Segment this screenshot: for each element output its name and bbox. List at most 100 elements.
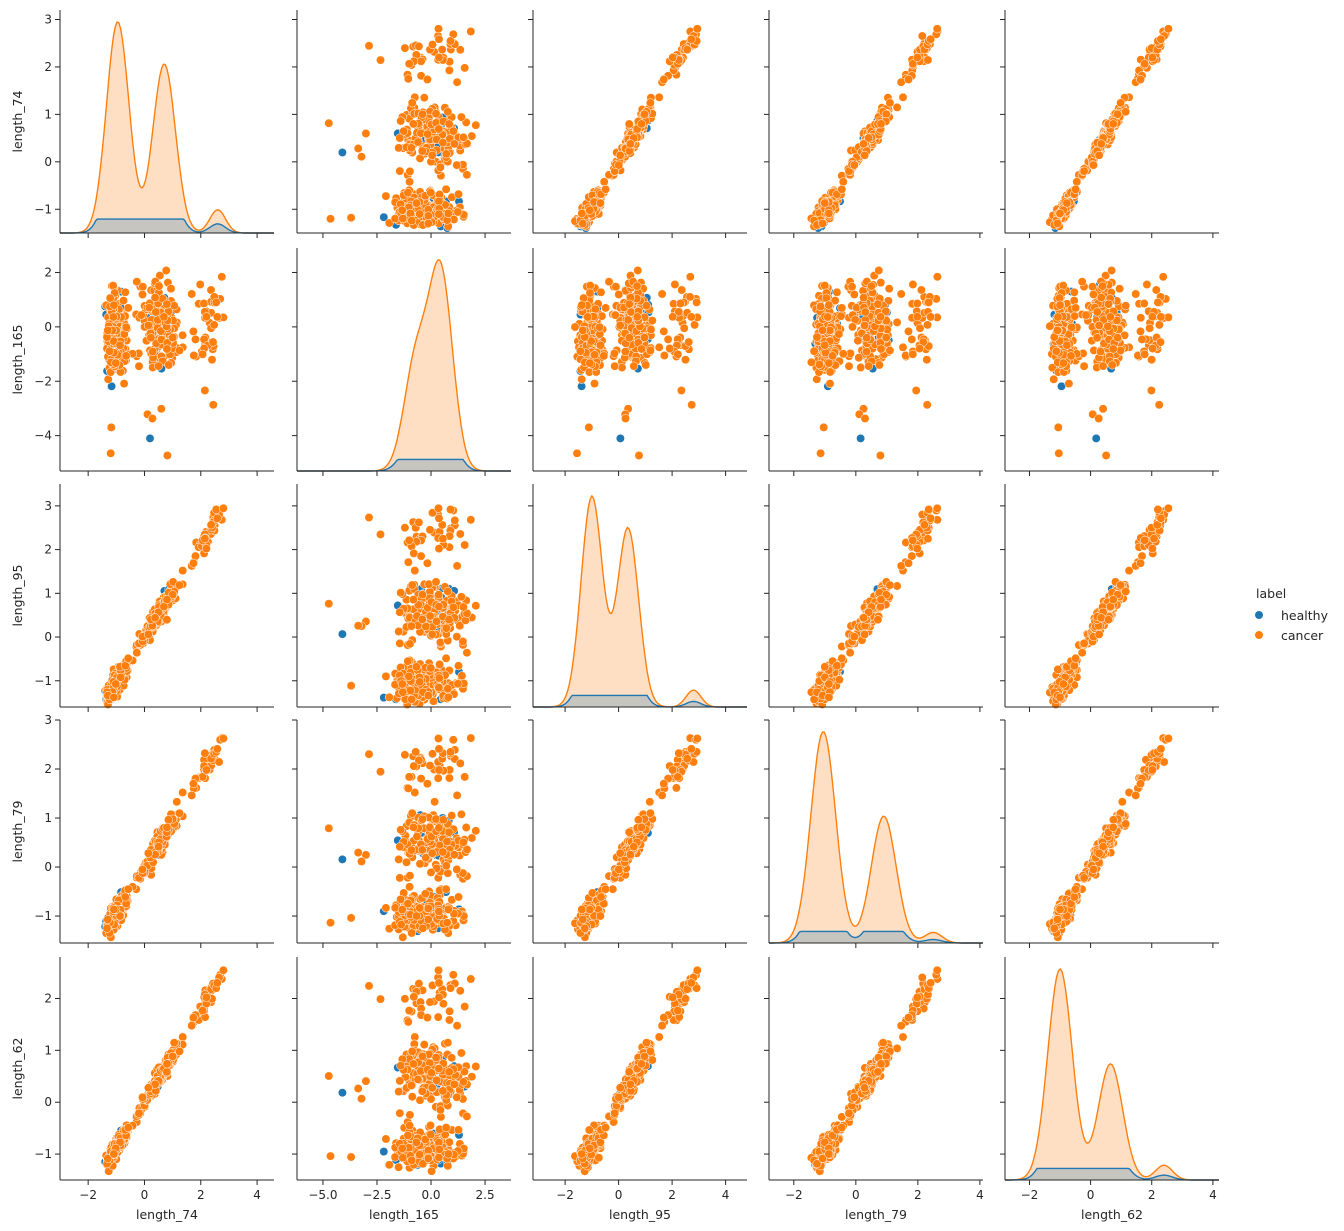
point-cancer [191, 334, 200, 344]
point-cancer [458, 132, 468, 142]
point-cancer [119, 379, 129, 389]
point-cancer [404, 59, 414, 69]
point-cancer [637, 344, 646, 354]
point-cancer [381, 671, 391, 681]
point-cancer [862, 347, 872, 357]
point-cancer [816, 448, 826, 458]
point-healthy [615, 433, 625, 443]
point-cancer [912, 53, 922, 62]
point-cancer [453, 679, 463, 689]
point-cancer [1156, 337, 1165, 347]
point-cancer [1140, 59, 1150, 69]
point-cancer [434, 673, 444, 683]
point-cancer [682, 45, 692, 55]
point-cancer [381, 191, 391, 201]
point-cancer [188, 326, 198, 336]
point-cancer [898, 342, 908, 352]
point-cancer [614, 290, 624, 299]
point-cancer [411, 662, 421, 672]
point-cancer [1094, 150, 1104, 160]
point-cancer [454, 661, 463, 671]
point-cancer [690, 320, 700, 330]
point-cancer [908, 535, 918, 545]
point-cancer [168, 333, 178, 343]
point-cancer [109, 300, 119, 310]
point-cancer [201, 544, 211, 554]
point-cancer [405, 177, 415, 187]
point-cancer [621, 414, 630, 423]
point-cancer [1088, 282, 1097, 292]
point-cancer [1058, 281, 1068, 291]
point-cancer [645, 98, 655, 108]
point-cancer [806, 357, 816, 367]
point-cancer [819, 422, 829, 432]
point-cancer [434, 513, 444, 523]
point-cancer [1146, 386, 1156, 395]
point-cancer [419, 93, 429, 103]
point-cancer [912, 299, 922, 308]
point-cancer [614, 160, 624, 170]
point-cancer [570, 322, 580, 332]
panel-length_74-vs-length_62 [1000, 10, 1219, 238]
point-healthy [337, 629, 347, 639]
point-cancer [138, 282, 148, 292]
point-cancer [443, 692, 453, 702]
point-cancer [426, 188, 436, 198]
point-cancer [820, 340, 830, 350]
point-cancer [446, 36, 455, 46]
point-cancer [395, 133, 405, 143]
point-cancer [860, 629, 870, 639]
point-cancer [642, 301, 651, 311]
point-cancer [876, 595, 886, 605]
point-cancer [175, 346, 184, 355]
point-cancer [161, 266, 171, 275]
point-cancer [398, 214, 408, 223]
point-cancer [444, 615, 454, 625]
point-cancer [162, 595, 172, 605]
point-cancer [1131, 289, 1141, 299]
point-cancer [353, 621, 363, 631]
point-cancer [624, 119, 634, 129]
point-cancer [646, 325, 656, 334]
point-cancer [681, 355, 690, 365]
point-cancer [1094, 414, 1104, 423]
point-cancer [200, 386, 210, 395]
point-cancer [467, 131, 477, 141]
point-cancer [1069, 287, 1079, 297]
point-cancer [609, 348, 619, 358]
point-cancer [916, 285, 926, 295]
point-cancer [403, 557, 413, 567]
point-cancer [657, 289, 667, 299]
point-cancer [615, 320, 625, 330]
point-cancer [1089, 290, 1098, 299]
point-cancer [413, 137, 423, 147]
point-cancer [1081, 310, 1091, 320]
point-cancer [471, 601, 481, 611]
point-cancer [353, 144, 363, 153]
point-cancer [1096, 139, 1106, 149]
point-cancer [456, 592, 466, 602]
point-cancer [601, 184, 611, 194]
point-cancer [599, 351, 609, 361]
point-cancer [659, 326, 669, 336]
point-cancer [932, 272, 942, 282]
point-cancer [324, 118, 334, 128]
point-cancer [1142, 280, 1152, 289]
point-cancer [428, 40, 437, 50]
point-cancer [346, 681, 356, 691]
point-cancer [431, 109, 441, 119]
point-cancer [820, 281, 830, 291]
point-cancer [1116, 346, 1126, 355]
point-cancer [418, 590, 427, 600]
point-cancer [624, 333, 634, 343]
point-cancer [1098, 281, 1108, 291]
point-cancer [414, 517, 424, 527]
point-cancer [625, 139, 635, 149]
panel-length_95-vs-length_74 [55, 484, 274, 712]
point-cancer [640, 333, 649, 343]
point-cancer [462, 170, 472, 180]
point-cancer [912, 544, 922, 554]
point-cancer [452, 561, 462, 571]
point-healthy [145, 433, 155, 443]
point-cancer [1045, 321, 1055, 331]
